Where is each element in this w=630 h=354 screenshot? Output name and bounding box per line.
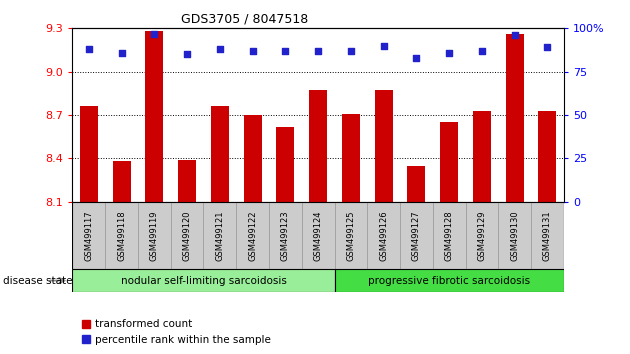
Point bbox=[444, 50, 454, 56]
Point bbox=[248, 48, 258, 54]
Bar bbox=[506, 34, 524, 202]
Text: GSM499118: GSM499118 bbox=[117, 210, 126, 261]
Bar bbox=[178, 160, 196, 202]
Bar bbox=[269, 202, 302, 269]
Bar bbox=[400, 202, 433, 269]
Text: GSM499124: GSM499124 bbox=[314, 210, 323, 261]
Point bbox=[182, 51, 192, 57]
Bar bbox=[367, 202, 400, 269]
Point bbox=[379, 43, 389, 48]
Text: GSM499129: GSM499129 bbox=[478, 210, 486, 261]
Bar bbox=[375, 91, 392, 202]
Bar bbox=[342, 114, 360, 202]
Point bbox=[313, 48, 323, 54]
Bar bbox=[335, 269, 564, 292]
Point bbox=[542, 45, 553, 50]
Bar bbox=[244, 115, 261, 202]
Bar bbox=[277, 127, 294, 202]
Text: GSM499123: GSM499123 bbox=[281, 210, 290, 261]
Text: GSM499119: GSM499119 bbox=[150, 210, 159, 261]
Text: GSM499130: GSM499130 bbox=[510, 210, 519, 261]
Bar bbox=[171, 202, 203, 269]
Bar bbox=[105, 202, 138, 269]
Bar bbox=[113, 161, 130, 202]
Bar bbox=[236, 202, 269, 269]
Text: disease state: disease state bbox=[3, 275, 72, 286]
Bar bbox=[440, 122, 458, 202]
Bar bbox=[335, 202, 367, 269]
Text: GSM499125: GSM499125 bbox=[346, 210, 355, 261]
Bar bbox=[146, 31, 163, 202]
Bar bbox=[466, 202, 498, 269]
Bar bbox=[408, 166, 425, 202]
Point bbox=[117, 50, 127, 56]
Point bbox=[84, 46, 94, 52]
Point bbox=[149, 31, 159, 36]
Text: GSM499131: GSM499131 bbox=[543, 210, 552, 261]
Bar bbox=[211, 107, 229, 202]
Bar bbox=[531, 202, 564, 269]
Bar bbox=[498, 202, 531, 269]
Point bbox=[477, 48, 487, 54]
Text: GSM499122: GSM499122 bbox=[248, 210, 257, 261]
Bar bbox=[72, 202, 105, 269]
Legend: transformed count, percentile rank within the sample: transformed count, percentile rank withi… bbox=[77, 315, 275, 349]
Title: GDS3705 / 8047518: GDS3705 / 8047518 bbox=[181, 13, 308, 26]
Text: GSM499128: GSM499128 bbox=[445, 210, 454, 261]
Bar bbox=[473, 111, 491, 202]
Text: GSM499126: GSM499126 bbox=[379, 210, 388, 261]
Bar bbox=[433, 202, 466, 269]
Text: GSM499121: GSM499121 bbox=[215, 210, 224, 261]
Bar bbox=[539, 111, 556, 202]
Text: GSM499120: GSM499120 bbox=[183, 210, 192, 261]
Text: nodular self-limiting sarcoidosis: nodular self-limiting sarcoidosis bbox=[120, 275, 287, 286]
Bar bbox=[309, 91, 327, 202]
Text: GSM499127: GSM499127 bbox=[412, 210, 421, 261]
Bar bbox=[72, 269, 335, 292]
Point bbox=[215, 46, 225, 52]
Point bbox=[510, 33, 520, 38]
Point bbox=[346, 48, 356, 54]
Point bbox=[411, 55, 421, 61]
Bar bbox=[302, 202, 335, 269]
Bar bbox=[138, 202, 171, 269]
Point bbox=[280, 48, 290, 54]
Bar bbox=[203, 202, 236, 269]
Text: GSM499117: GSM499117 bbox=[84, 210, 93, 261]
Text: progressive fibrotic sarcoidosis: progressive fibrotic sarcoidosis bbox=[368, 275, 530, 286]
Bar bbox=[80, 107, 98, 202]
